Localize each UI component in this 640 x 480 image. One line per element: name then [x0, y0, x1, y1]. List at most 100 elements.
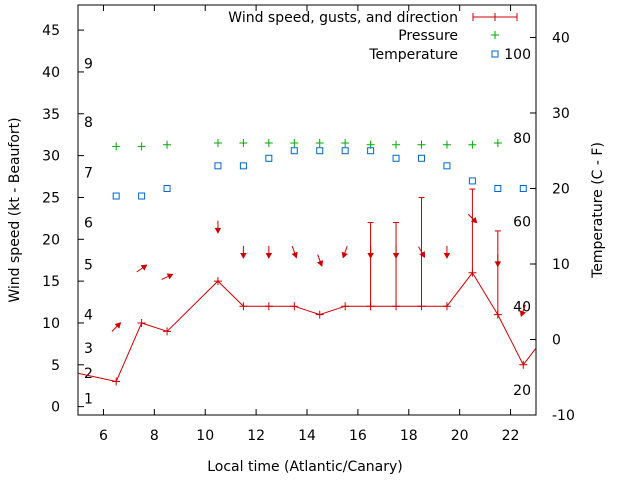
wind-arrow-head: [140, 264, 148, 271]
y2-tick-label: 40: [552, 30, 570, 46]
wind-arrow-head: [291, 251, 298, 259]
y-tick-label: 5: [51, 358, 60, 374]
pressure-point: [239, 139, 248, 148]
wind-speed-point: [137, 318, 146, 327]
legend-mark-temperature: [491, 50, 499, 58]
temperature-point: [392, 154, 400, 162]
pressure-point: [442, 140, 451, 149]
wind-direction-arrow: [317, 254, 324, 267]
x-axis-label: Local time (Atlantic/Canary): [207, 459, 403, 475]
wind-arrow-head: [166, 273, 174, 280]
beaufort-label: 7: [84, 165, 93, 181]
beaufort-label: 4: [84, 308, 93, 324]
wind-direction-arrow: [392, 245, 400, 259]
beaufort-label: 5: [84, 257, 93, 273]
y-tick-label: 15: [42, 274, 60, 290]
wind-speed-line: [77, 271, 537, 383]
temperature-point: [112, 192, 120, 200]
temperature-point: [443, 162, 451, 170]
wind-arrow-head: [443, 252, 451, 259]
x-tick-label: 12: [247, 428, 265, 444]
wind-speed-point: [213, 277, 222, 286]
wind-speed-point: [112, 377, 121, 386]
legend-mark-pressure: [491, 31, 499, 39]
wind-speed-point: [341, 302, 350, 311]
beaufort-label: 3: [84, 341, 93, 357]
y-tick-label: 25: [42, 190, 60, 206]
temperature-point: [290, 147, 298, 155]
wind-direction-arrow: [467, 213, 478, 224]
pressure-point: [493, 139, 502, 148]
wind-arrow-head: [519, 310, 526, 318]
wind-direction-arrow: [214, 220, 222, 234]
wind-arrow-head: [317, 260, 324, 267]
beaufort-label: 8: [84, 115, 93, 131]
pressure-point: [417, 140, 426, 149]
temperature-point: [265, 154, 273, 162]
wind-arrow-head: [240, 252, 247, 259]
wind-direction-arrow: [136, 264, 148, 273]
temperature-point: [214, 162, 222, 170]
wind-direction-arrow: [519, 304, 526, 318]
temperature-point: [494, 184, 502, 192]
wind-arrow-head: [494, 261, 502, 268]
wind-direction-arrow: [418, 246, 426, 258]
fahrenheit-label: 100: [504, 47, 531, 63]
temperature-point: [341, 147, 349, 155]
wind-direction-arrow: [443, 245, 451, 259]
wind-direction-arrow: [494, 254, 502, 268]
wind-direction-arrow: [161, 273, 174, 280]
x-tick-label: 22: [502, 428, 520, 444]
wind-direction-arrow: [341, 246, 348, 259]
pressure-point: [137, 142, 146, 151]
axis-tick-labels: 6 8 10 12 14 16 18 20 22051015202530354045-10010…: [42, 23, 575, 444]
fahrenheit-label: 40: [513, 299, 531, 315]
pressure-point: [264, 139, 273, 148]
y-tick-label: 30: [42, 149, 60, 165]
wind-speed-point: [239, 302, 248, 311]
legend-label-temperature: Temperature: [368, 47, 458, 63]
wind-arrow-head: [265, 252, 273, 259]
wind-arrow-head: [392, 252, 400, 259]
wind-speed-point: [442, 302, 451, 311]
y-tick-label: 45: [42, 23, 60, 39]
temperature-point: [468, 177, 476, 185]
beaufort-label: 2: [84, 366, 93, 382]
wind-speed-point: [315, 310, 324, 319]
fahrenheit-label: 60: [513, 215, 531, 231]
temperature-point: [239, 162, 247, 170]
wind-speed-point: [290, 302, 299, 311]
wind-arrow-head: [419, 251, 426, 258]
y-tick-label: 35: [42, 107, 60, 123]
beaufort-label: 9: [84, 57, 93, 73]
axis-ticks: [78, 5, 536, 416]
wind-speed-point: [264, 302, 273, 311]
pressure-point: [341, 139, 350, 148]
fahrenheit-label: 80: [513, 131, 531, 147]
wind-arrow-head: [470, 216, 478, 224]
legend: Wind speed, gusts, and direction Pressur…: [228, 10, 518, 63]
wind-arrow-head: [341, 251, 348, 259]
y2-tick-label: 20: [552, 181, 570, 197]
temperature-point: [316, 147, 324, 155]
wind-arrow-head: [214, 227, 222, 234]
temperature-point: [163, 184, 171, 192]
x-tick-label: 16: [349, 428, 367, 444]
y-tick-label: 40: [42, 65, 60, 81]
x-tick-label: 18: [400, 428, 418, 444]
wind-direction-arrow: [111, 322, 122, 332]
y2-tick-label: 10: [552, 257, 570, 273]
y-tick-label: 10: [42, 316, 60, 332]
wind-speed-point: [163, 327, 172, 336]
wind-direction-arrow: [240, 245, 247, 259]
temperature-point: [138, 192, 146, 200]
legend-label-wind: Wind speed, gusts, and direction: [228, 10, 458, 26]
legend-marks: [472, 13, 518, 58]
pressure-point: [468, 140, 477, 149]
wind-speed-point: [519, 360, 528, 369]
wind-direction-arrow: [291, 246, 298, 259]
beaufort-label: 6: [84, 216, 93, 232]
wind-arrow-head: [114, 322, 122, 329]
wind-direction-arrow: [367, 245, 374, 259]
